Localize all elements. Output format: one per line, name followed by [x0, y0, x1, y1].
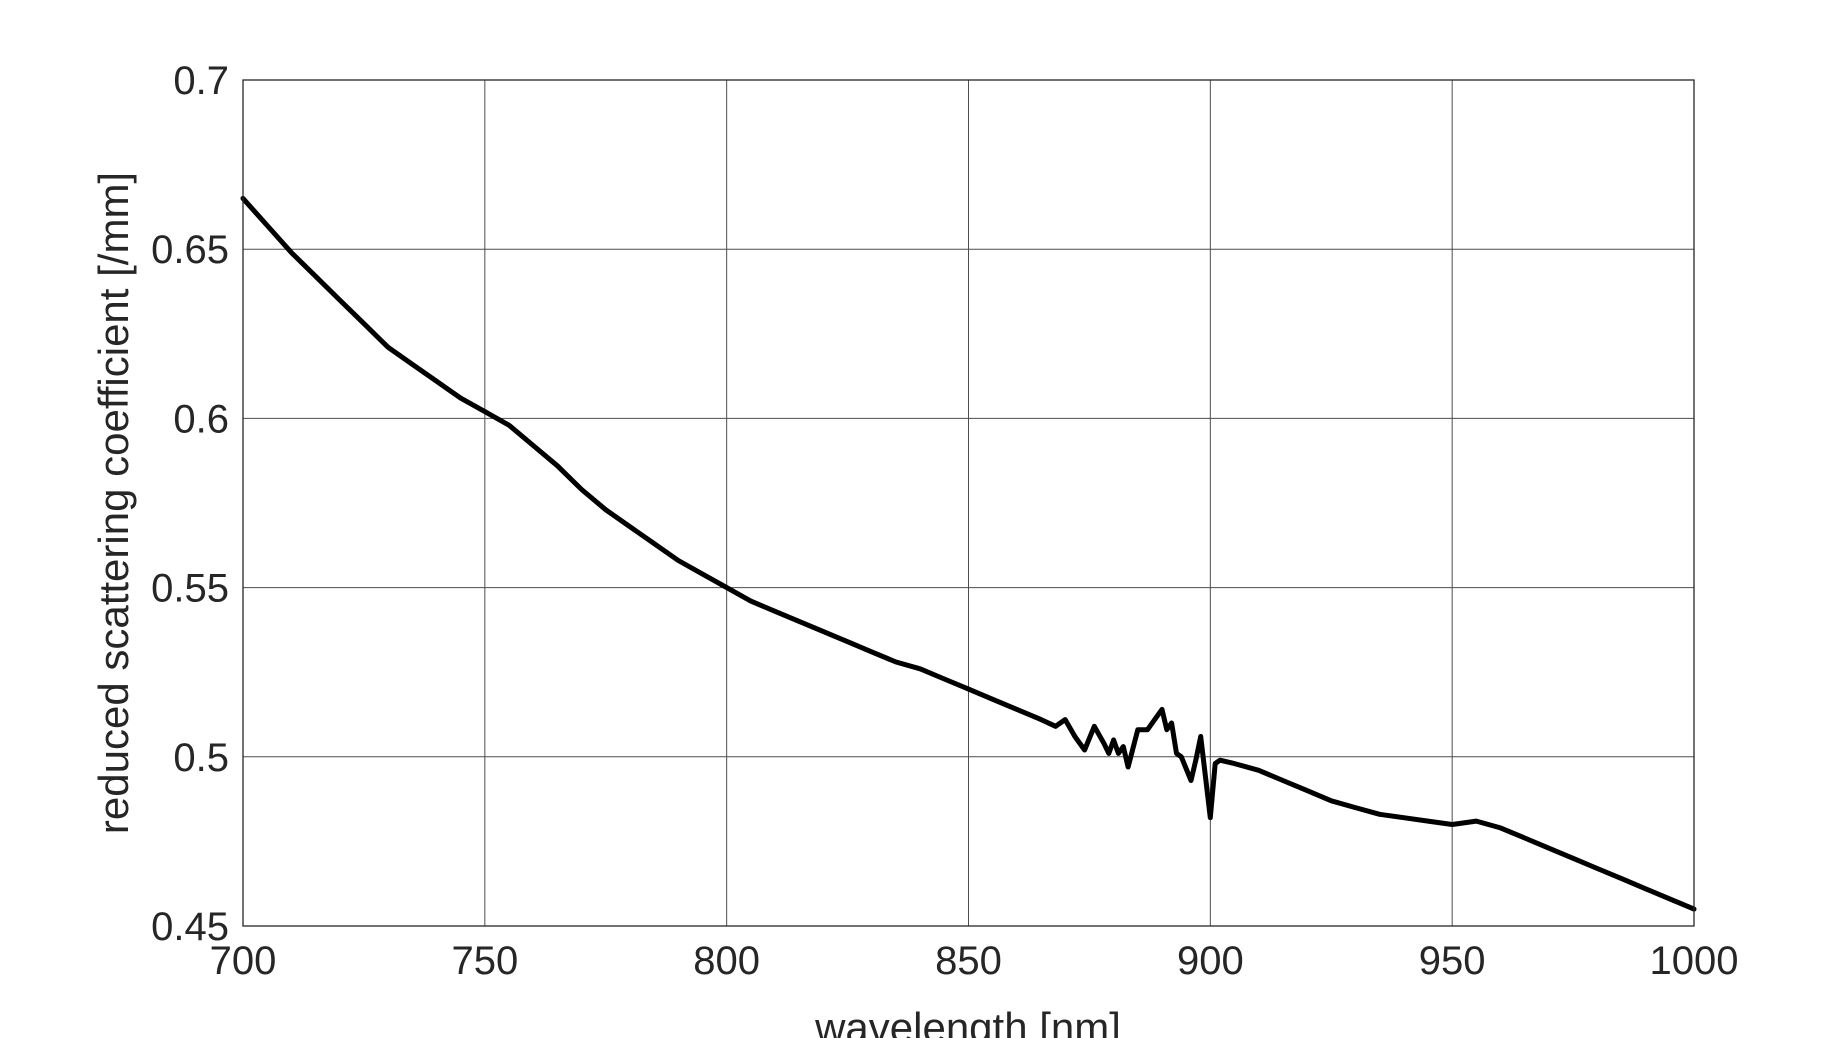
x-tick-label: 850	[935, 939, 1002, 983]
y-tick-label: 0.65	[151, 228, 229, 272]
y-tick-label: 0.5	[173, 736, 229, 780]
x-tick-label: 800	[693, 939, 760, 983]
y-tick-label: 0.6	[173, 397, 229, 441]
x-tick-label: 1000	[1650, 939, 1739, 983]
x-axis-label: wavelength [nm]	[814, 1004, 1121, 1038]
x-tick-label: 750	[451, 939, 518, 983]
plot-frame	[242, 79, 1695, 927]
y-tick-label: 0.45	[151, 905, 229, 949]
y-tick-label: 0.55	[151, 567, 229, 611]
series-line	[240, 195, 1697, 912]
x-tick-label: 700	[210, 939, 277, 983]
tick-labels: 700 750 800 850 900 950 1000 0.45 0.5 0.55 0.6 0.65…	[151, 59, 1738, 983]
grid	[242, 79, 1695, 927]
y-tick-label: 0.7	[173, 59, 229, 103]
x-tick-label: 900	[1177, 939, 1244, 983]
y-axis-label: reduced scattering coefficient [/mm]	[90, 172, 137, 834]
x-tick-label: 950	[1419, 939, 1486, 983]
